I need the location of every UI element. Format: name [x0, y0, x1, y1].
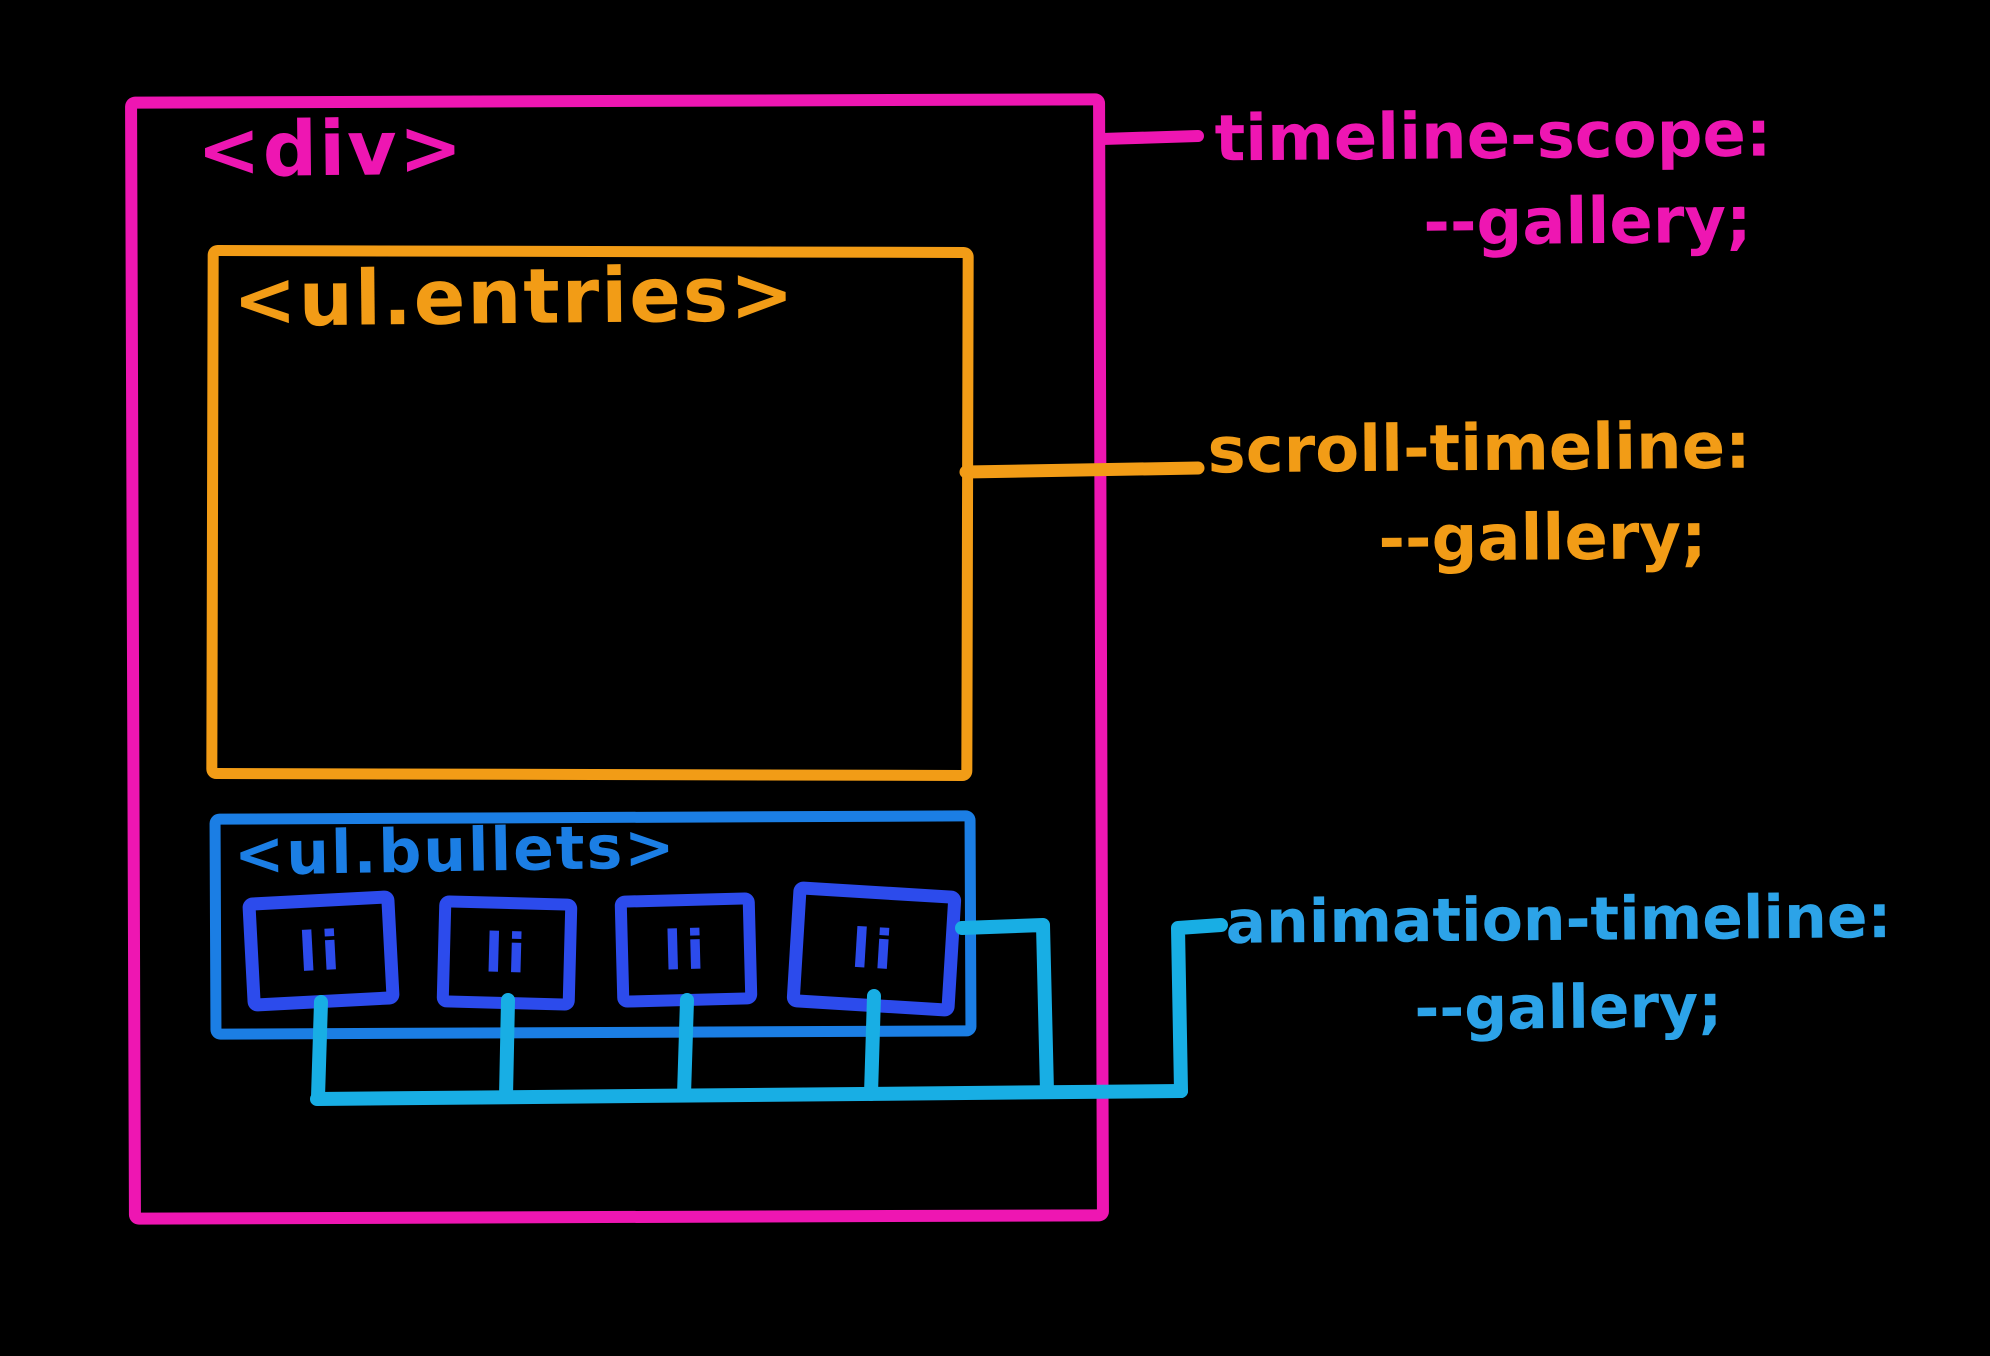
animation-timeline-annotation: animation-timeline: --gallery;	[1225, 873, 1892, 1055]
li-connector-drop-line	[864, 989, 881, 1101]
timeline-scope-property: timeline-scope:	[1214, 97, 1772, 177]
animation-timeline-value: --gallery;	[1414, 971, 1723, 1045]
li-connector-drop-line	[499, 993, 515, 1103]
scroll-timeline-connector-line	[959, 461, 1205, 479]
animation-timeline-property: animation-timeline:	[1225, 882, 1892, 958]
timeline-scope-value: --gallery;	[1423, 183, 1752, 261]
timeline-scope-annotation: timeline-scope: --gallery;	[1214, 92, 1772, 269]
connector-bus-line	[310, 1084, 1188, 1106]
timeline-scope-connector-line	[1096, 130, 1204, 145]
scroll-timeline-property: scroll-timeline:	[1207, 409, 1751, 489]
scroll-timeline-value: --gallery;	[1378, 500, 1707, 577]
li-connector-drop-line	[677, 993, 694, 1102]
bullets-side-connector-line	[955, 918, 1054, 1099]
animation-timeline-connector-line	[1171, 918, 1228, 1098]
li-connector-drop-line	[311, 995, 328, 1104]
scroll-timeline-annotation: scroll-timeline: --gallery;	[1207, 402, 1752, 587]
